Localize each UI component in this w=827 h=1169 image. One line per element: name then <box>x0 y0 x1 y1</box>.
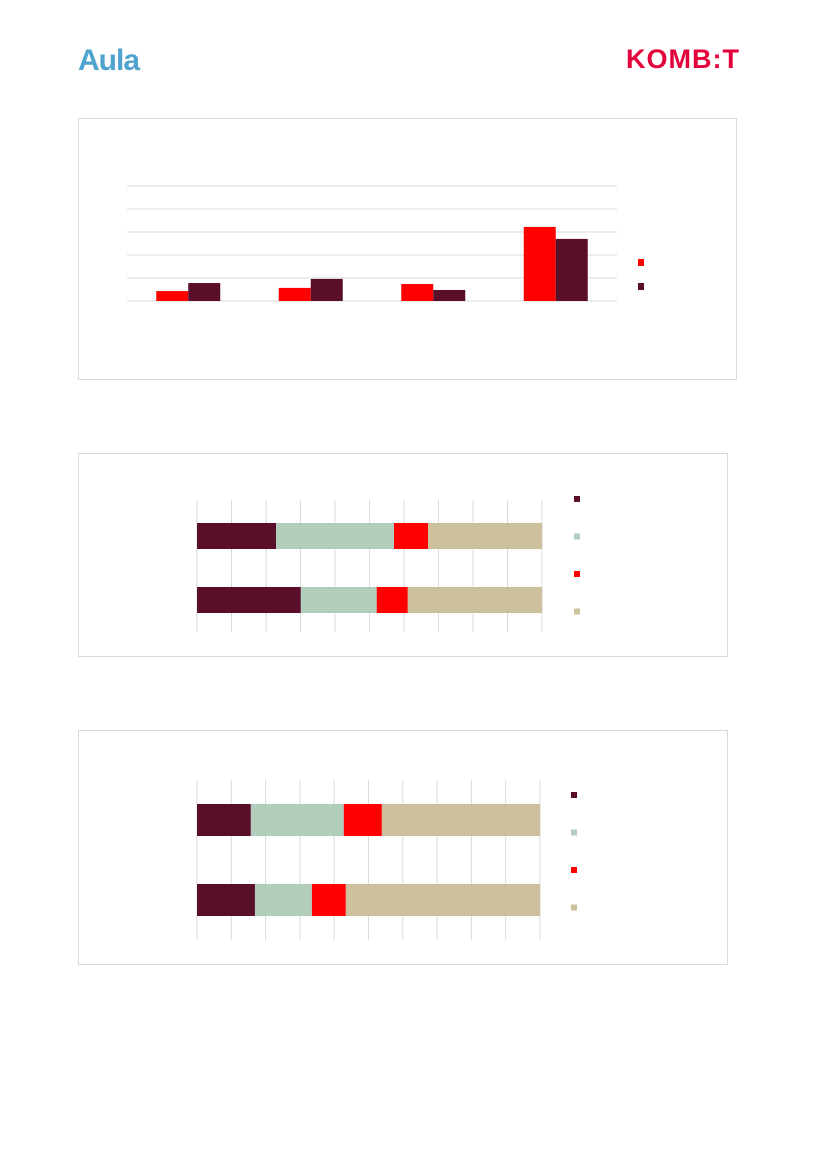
bar-segment <box>197 587 301 613</box>
bar <box>188 283 221 301</box>
legend-marker <box>571 904 577 911</box>
bar-segment <box>381 804 540 836</box>
aula-logo: Aula <box>78 44 140 77</box>
legend-marker <box>571 829 577 836</box>
bar-segment <box>393 523 429 549</box>
bar-segment <box>254 884 312 916</box>
bar-segment <box>276 523 394 549</box>
bar-segment <box>376 587 408 613</box>
bar <box>278 287 311 301</box>
bar <box>555 238 588 301</box>
bar-segment <box>250 804 344 836</box>
bar-segment <box>311 884 346 916</box>
legend-marker <box>574 496 580 502</box>
bar-segment <box>300 587 377 613</box>
bar <box>433 289 466 301</box>
bar-segment <box>343 804 382 836</box>
bar-segment <box>345 884 540 916</box>
legend-marker <box>571 867 577 873</box>
bar-segment <box>407 587 542 613</box>
legend-marker <box>571 792 577 798</box>
kombit-logo: KOMB:T <box>626 44 740 74</box>
chart-frame-2 <box>78 453 728 657</box>
legend-marker <box>638 283 644 290</box>
legend-marker <box>574 571 580 577</box>
bar <box>401 283 434 301</box>
bar-segment <box>428 523 542 549</box>
bar-segment <box>197 804 251 836</box>
bar-segment <box>197 523 277 549</box>
legend-marker <box>574 533 580 540</box>
legend-marker <box>638 259 644 266</box>
bar <box>156 291 189 301</box>
legend-marker <box>574 608 580 615</box>
bar-segment <box>197 884 255 916</box>
chart-frame-1 <box>78 118 737 380</box>
bar <box>523 226 556 301</box>
bar <box>310 278 343 301</box>
